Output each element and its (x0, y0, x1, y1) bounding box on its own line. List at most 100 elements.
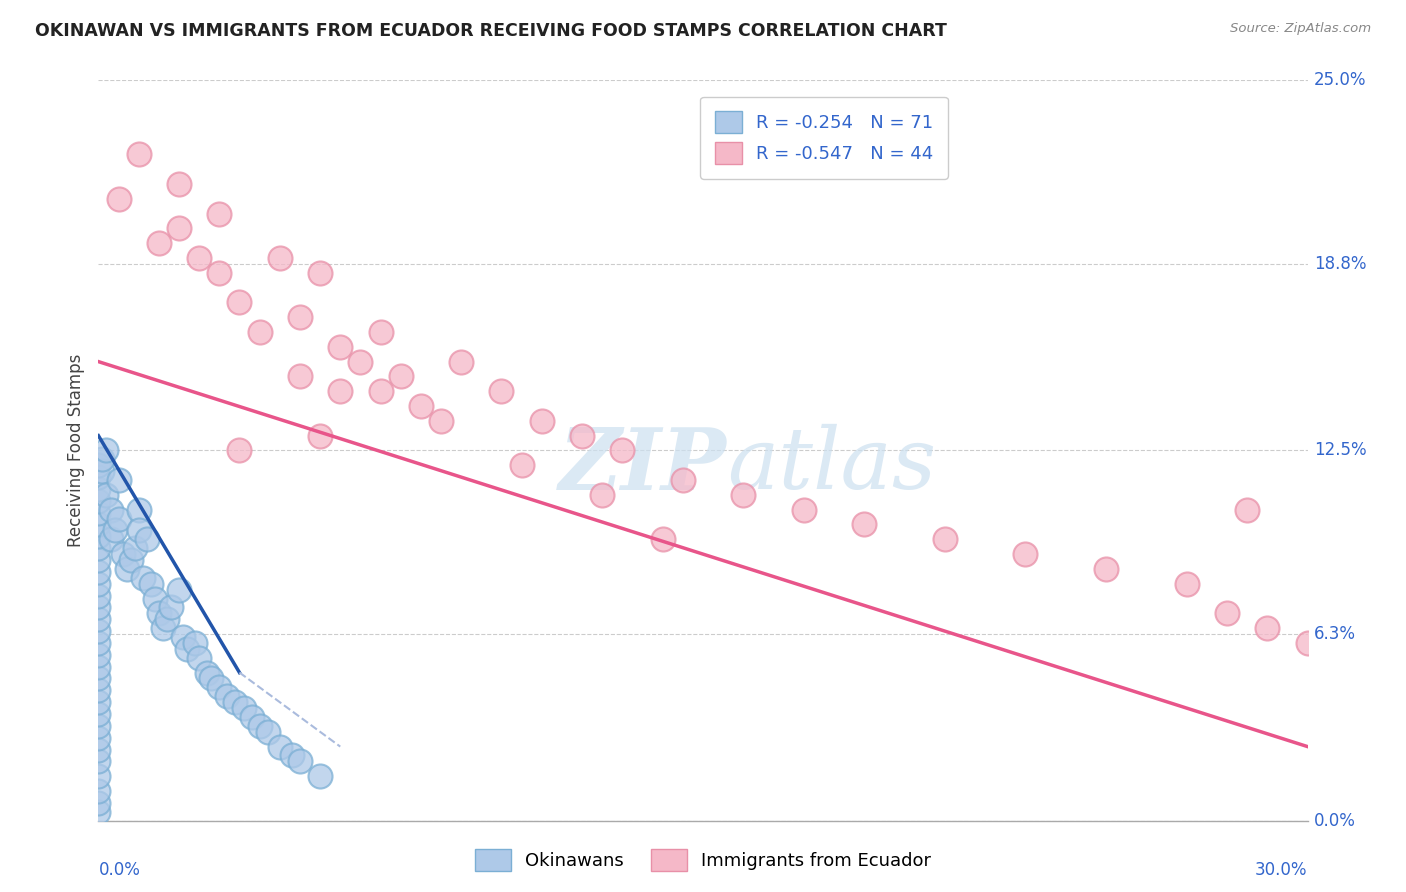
Point (96, 488, 118, 502)
Point (87, 805, 110, 819)
Point (530, 414, 553, 428)
Point (224, 695, 246, 709)
Point (389, 369, 412, 384)
Point (87, 482, 110, 496)
Point (934, 533, 956, 547)
Point (96, 443, 118, 458)
Point (853, 517, 876, 532)
Text: OKINAWAN VS IMMIGRANTS FROM ECUADOR RECEIVING FOOD STAMPS CORRELATION CHART: OKINAWAN VS IMMIGRANTS FROM ECUADOR RECE… (35, 22, 948, 40)
Text: 30.0%: 30.0% (1256, 862, 1308, 880)
Point (103, 524, 125, 538)
Point (87, 600, 110, 615)
Point (87, 731, 110, 745)
Point (430, 414, 453, 428)
Point (87, 612, 110, 626)
Point (188, 251, 211, 265)
Point (249, 325, 271, 339)
Point (87, 493, 110, 508)
Text: 18.8%: 18.8% (1313, 255, 1367, 273)
Point (128, 502, 150, 516)
Point (167, 582, 190, 597)
Point (591, 488, 613, 502)
Point (491, 384, 513, 399)
Point (409, 399, 432, 413)
Legend: R = -0.254   N = 71, R = -0.547   N = 44: R = -0.254 N = 71, R = -0.547 N = 44 (700, 96, 948, 178)
Point (195, 665, 218, 680)
Point (612, 443, 634, 458)
Point (256, 724, 278, 739)
Point (100, 533, 122, 547)
Point (124, 541, 146, 556)
Point (87, 769, 110, 783)
Point (87, 755, 110, 769)
Point (309, 769, 332, 783)
Point (1216, 607, 1239, 621)
Point (240, 710, 263, 724)
Point (156, 612, 179, 626)
Point (217, 690, 239, 704)
Point (208, 681, 231, 695)
Text: 12.5%: 12.5% (1313, 442, 1367, 459)
Point (176, 641, 198, 656)
Point (132, 571, 155, 585)
Point (91, 464, 114, 478)
Point (208, 266, 231, 280)
Point (152, 621, 174, 635)
Y-axis label: Receiving Food Stamps: Receiving Food Stamps (66, 354, 84, 547)
Point (1014, 547, 1036, 561)
Point (87, 784, 110, 798)
Point (1236, 502, 1258, 516)
Point (208, 206, 231, 220)
Point (87, 648, 110, 662)
Point (87, 589, 110, 603)
Point (167, 221, 190, 235)
Point (139, 576, 162, 591)
Point (793, 502, 815, 516)
Point (107, 192, 129, 206)
Point (87, 576, 110, 591)
Point (1175, 576, 1198, 591)
Point (672, 473, 695, 487)
Point (733, 488, 755, 502)
Point (288, 755, 311, 769)
Point (450, 354, 472, 368)
Point (87, 458, 110, 473)
Point (87, 565, 110, 579)
Point (160, 600, 183, 615)
Point (107, 473, 129, 487)
Point (128, 524, 150, 538)
Point (288, 310, 311, 325)
Point (100, 502, 122, 516)
Point (288, 369, 311, 384)
Point (87, 529, 110, 543)
Point (87, 742, 110, 756)
Text: 25.0%: 25.0% (1313, 71, 1367, 89)
Text: 0.0%: 0.0% (1313, 812, 1355, 830)
Point (148, 607, 170, 621)
Point (111, 547, 134, 561)
Point (281, 748, 304, 763)
Point (87, 695, 110, 709)
Text: 6.3%: 6.3% (1313, 625, 1355, 643)
Point (309, 428, 332, 442)
Point (87, 506, 110, 520)
Point (120, 553, 142, 567)
Point (87, 517, 110, 532)
Point (87, 683, 110, 698)
Point (87, 636, 110, 650)
Point (87, 541, 110, 556)
Point (135, 533, 157, 547)
Point (249, 719, 271, 733)
Point (510, 458, 533, 473)
Point (167, 177, 190, 191)
Point (107, 511, 129, 525)
Point (87, 470, 110, 484)
Point (1296, 636, 1319, 650)
Point (115, 562, 138, 576)
Point (269, 251, 291, 265)
Text: 0.0%: 0.0% (98, 862, 141, 880)
Point (87, 672, 110, 686)
Point (91, 452, 114, 467)
Point (148, 236, 170, 251)
Point (172, 630, 194, 644)
